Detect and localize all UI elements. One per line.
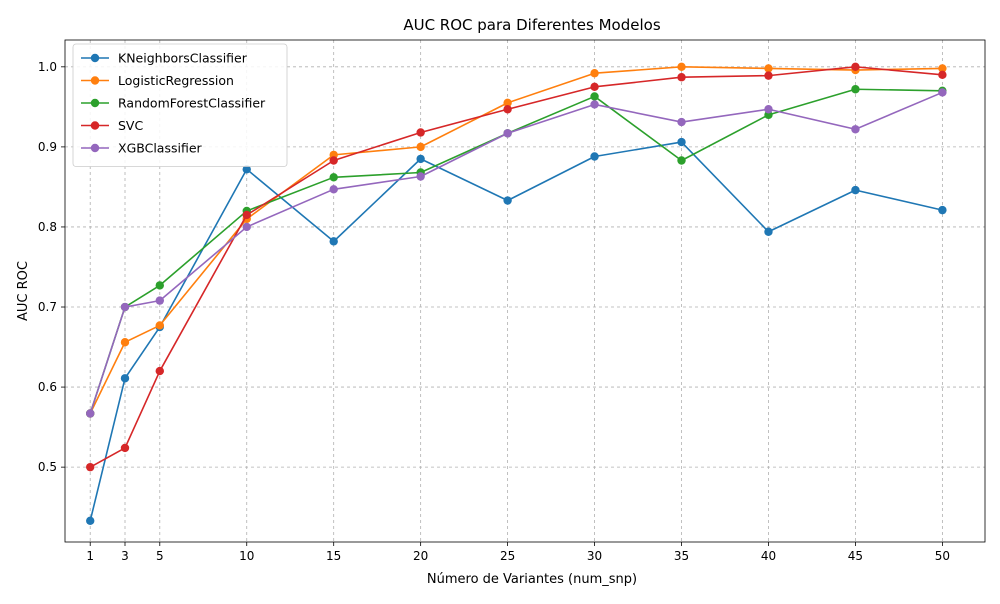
y-axis-label: AUC ROC [16, 261, 31, 321]
series-line [89, 66, 943, 414]
y-tick-label: 0.5 [38, 460, 57, 474]
legend-marker [90, 53, 100, 63]
data-point [590, 152, 599, 161]
data-point [329, 237, 338, 246]
data-point [503, 129, 512, 138]
x-tick-label: 10 [239, 549, 254, 563]
data-point [590, 92, 599, 101]
legend-item: LogisticRegression [81, 73, 234, 88]
data-point [938, 64, 947, 73]
data-point [590, 69, 599, 78]
axes: 1 3 5 10 15 20 25 30 35 40 45 500.50.60.70.80.91.0 [38, 60, 950, 563]
x-tick-label: 1 [86, 549, 94, 563]
data-point [416, 154, 425, 164]
y-tick-label: 0.9 [38, 140, 57, 154]
data-point [86, 516, 95, 525]
series-SVC [86, 62, 947, 472]
legend-item: XGBClassifier [81, 141, 203, 156]
x-tick-label: 5 [156, 549, 164, 563]
data-point [938, 70, 947, 80]
series-line [89, 88, 943, 414]
y-tick-label: 0.7 [38, 300, 57, 314]
data-point [677, 137, 686, 147]
data-point [764, 105, 773, 114]
data-point [938, 88, 947, 97]
data-point [764, 71, 773, 80]
data-point [851, 185, 860, 195]
data-point [851, 62, 860, 72]
data-point [764, 227, 773, 236]
x-tick-label: 25 [500, 549, 515, 563]
legend-item: RandomForestClassifier [81, 96, 266, 111]
series-group [86, 62, 947, 525]
legend-marker [90, 143, 100, 153]
data-point [938, 205, 947, 215]
data-point [86, 409, 95, 418]
data-point [503, 105, 512, 114]
data-point [851, 85, 860, 94]
legend-marker [90, 121, 100, 130]
x-tick-label: 35 [674, 549, 689, 563]
x-tick-label: 40 [761, 549, 776, 563]
data-point [329, 185, 338, 194]
series-line [89, 91, 943, 414]
legend: KNeighborsClassifier LogisticRegression Ra… [72, 43, 288, 167]
y-tick-label: 0.8 [38, 220, 57, 234]
legend-box [72, 43, 288, 167]
x-tick-label: 3 [121, 549, 129, 563]
data-point [590, 100, 599, 109]
x-axis-label: Número de Variantes (num_snp) [427, 572, 637, 587]
y-tick-label: 1.0 [38, 60, 57, 74]
data-point [416, 128, 425, 137]
x-tick-label: 20 [413, 549, 428, 563]
legend-item: KNeighborsClassifier [81, 51, 248, 66]
chart-title: AUC ROC para Diferentes Modelos [403, 16, 660, 34]
legend-marker [90, 76, 100, 85]
data-point [677, 62, 686, 72]
legend-label: RandomForestClassifier [118, 96, 266, 111]
data-point [120, 374, 130, 383]
legend-label: SVC [118, 118, 143, 133]
data-point [590, 82, 599, 92]
legend-marker [90, 98, 100, 108]
data-point [329, 156, 338, 165]
legend-item: SVC [81, 118, 143, 133]
data-point [155, 366, 164, 376]
data-point [242, 165, 251, 174]
data-point [120, 443, 130, 453]
data-point [764, 64, 773, 73]
data-point [86, 462, 95, 472]
data-point [155, 321, 164, 330]
data-point [242, 222, 251, 232]
legend-label: XGBClassifier [118, 141, 203, 156]
legend-label: LogisticRegression [118, 73, 234, 88]
series-XGBClassifier [86, 88, 947, 418]
data-point [120, 338, 130, 347]
legend-label: KNeighborsClassifier [118, 51, 248, 66]
x-tick-label: 50 [935, 549, 950, 563]
y-tick-label: 0.6 [38, 380, 57, 394]
x-tick-label: 30 [587, 549, 602, 563]
data-point [120, 302, 130, 312]
data-point [242, 210, 251, 220]
data-point [416, 172, 425, 181]
data-point [677, 117, 686, 127]
data-point [677, 73, 686, 82]
data-point [155, 296, 164, 305]
series-line [89, 141, 943, 521]
x-tick-label: 15 [326, 549, 341, 563]
data-point [329, 173, 338, 182]
data-point [155, 281, 164, 290]
series-line [89, 66, 943, 468]
data-point [503, 98, 512, 108]
data-point [416, 142, 425, 152]
data-point [503, 196, 512, 205]
data-point [851, 125, 860, 134]
x-tick-label: 45 [848, 549, 863, 563]
plot-frame [64, 39, 986, 543]
series-KNeighborsClassifier [86, 137, 947, 525]
data-point [677, 156, 686, 165]
